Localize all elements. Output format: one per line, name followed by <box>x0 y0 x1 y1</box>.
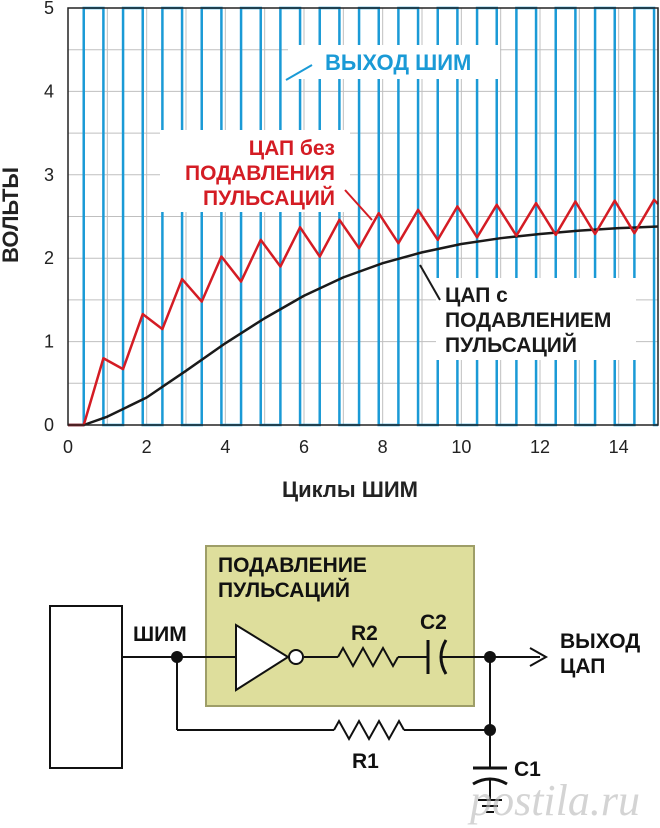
dac-without-filter-line <box>68 198 659 427</box>
pwm-output-label: ВЫХОД ШИМ <box>325 50 471 75</box>
pwm-source-block <box>49 605 123 769</box>
box-title-line2: ПУЛЬСАЦИЙ <box>218 578 350 602</box>
c2-label: C2 <box>420 611 447 634</box>
wires <box>122 656 540 800</box>
y-tick-label: 4 <box>44 81 54 101</box>
filter-label-line3: ПУЛЬСАЦИЙ <box>445 333 577 357</box>
filter-leader-line <box>419 264 441 301</box>
x-tick-labels: 0 2 4 6 8 10 12 14 <box>63 437 629 457</box>
resistor-r1-symbol <box>333 718 405 742</box>
no-filter-leader-line <box>344 189 373 221</box>
x-tick-label: 6 <box>299 437 309 457</box>
x-tick-label: 8 <box>378 437 388 457</box>
y-tick-label: 5 <box>44 0 54 18</box>
no-filter-label-line3: ПУЛЬСАЦИЙ <box>203 186 335 210</box>
watermark: postila.ru <box>467 776 640 825</box>
pwm-node-label: ШИМ <box>133 623 187 646</box>
x-tick-label: 0 <box>63 437 73 457</box>
junction-dot <box>484 724 496 736</box>
capacitor-c2-plate-right <box>439 639 448 675</box>
x-tick-label: 4 <box>220 437 230 457</box>
x-tick-label: 10 <box>451 437 471 457</box>
plot-frame <box>67 7 659 426</box>
junction-dot <box>171 651 183 663</box>
y-tick-label: 0 <box>44 415 54 435</box>
output-arrow-icon <box>529 647 549 667</box>
y-tick-label: 3 <box>44 165 54 185</box>
resistor-r2-symbol <box>337 645 399 669</box>
inverter-symbol <box>235 623 290 692</box>
x-tick-label: 12 <box>530 437 550 457</box>
dac-output-label-line1: ВЫХОД <box>560 630 640 653</box>
pwm-leader-line <box>285 64 313 81</box>
y-tick-labels: 0 1 2 3 4 5 <box>44 0 54 435</box>
chart-axes <box>67 7 659 426</box>
box-title-line1: ПОДАВЛЕНИЕ <box>218 554 367 577</box>
pwm-label-bg <box>288 45 500 79</box>
schematic: ПОДАВЛЕНИЕ ПУЛЬСАЦИЙ <box>49 545 640 813</box>
x-tick-label: 2 <box>142 437 152 457</box>
x-axis-title: Циклы ШИМ <box>282 477 418 502</box>
dac-output-label-line2: ЦАП <box>560 655 605 678</box>
junction-dot <box>484 651 496 663</box>
y-tick-label: 2 <box>44 248 54 268</box>
x-tick-label: 14 <box>609 437 629 457</box>
r1-label: R1 <box>352 750 379 773</box>
filter-label-line1: ЦАП с <box>445 284 508 307</box>
ground-icon <box>478 799 502 813</box>
no-filter-label-line1: ЦАП без <box>249 137 335 160</box>
capacitor-c1-plate-bottom <box>472 777 508 786</box>
no-filter-label-bg <box>160 130 350 212</box>
filter-label-bg <box>436 278 636 360</box>
filter-label-line2: ПОДАВЛЕНИЕМ <box>445 309 611 332</box>
inverter-bubble <box>288 649 304 665</box>
dac-without-filter-series <box>68 198 659 427</box>
y-axis-title: ВОЛЬТЫ <box>0 167 23 263</box>
c1-label: C1 <box>514 758 541 781</box>
no-filter-label-line2: ПОДАВЛЕНИЯ <box>185 162 335 185</box>
r2-label: R2 <box>351 622 378 645</box>
y-tick-label: 1 <box>44 332 54 352</box>
